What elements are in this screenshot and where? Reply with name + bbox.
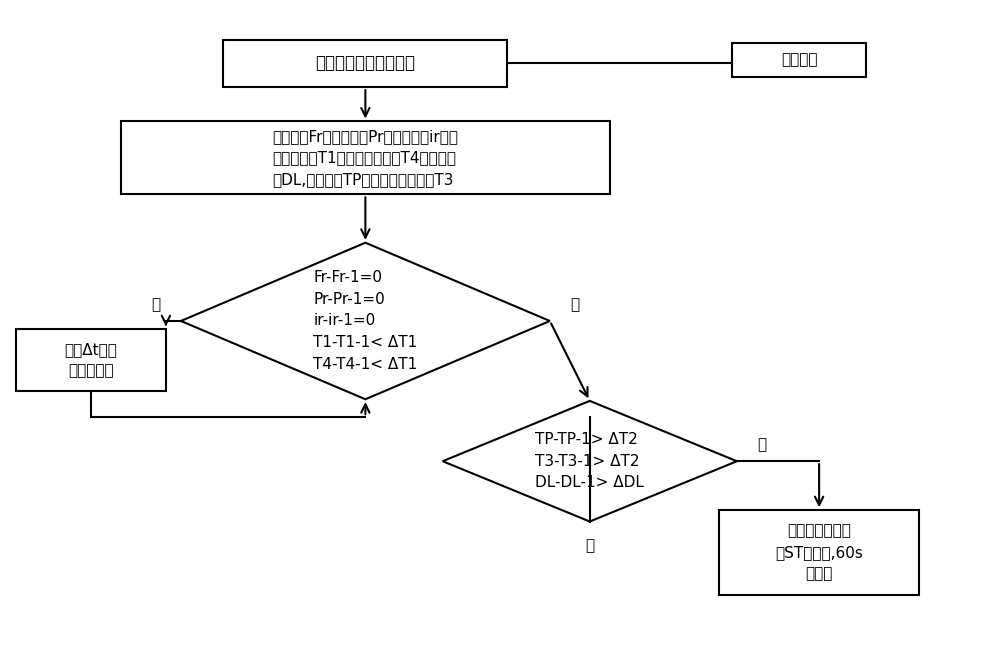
FancyBboxPatch shape xyxy=(121,121,610,195)
Text: 是: 是 xyxy=(757,438,766,453)
Polygon shape xyxy=(181,243,550,400)
Text: 检测空调处于运行状态: 检测空调处于运行状态 xyxy=(315,54,415,72)
Text: 发出蜂鸣声，显
示ST故障码,60s
后关机: 发出蜂鸣声，显 示ST故障码,60s 后关机 xyxy=(775,523,863,582)
Polygon shape xyxy=(443,401,737,521)
Text: Fr-Fr-1=0
Pr-Pr-1=0
ir-ir-1=0
T1-T1-1< ΔT1
T4-T4-1< ΔT1: Fr-Fr-1=0 Pr-Pr-1=0 ir-ir-1=0 T1-T1-1< Δ… xyxy=(313,271,418,371)
FancyBboxPatch shape xyxy=(223,39,507,87)
Text: 时间Δt后继
续进行判定: 时间Δt后继 续进行判定 xyxy=(65,342,118,379)
Text: 读取频率Fr，室外转速Pr，室内转速ir，室
内环境温度T1，室外环境温度T4，整机电
流DL,排气温度TP，冷凝器出口温度T3: 读取频率Fr，室外转速Pr，室内转速ir，室 内环境温度T1，室外环境温度T4，… xyxy=(272,129,458,187)
FancyBboxPatch shape xyxy=(16,329,166,391)
Text: 否: 否 xyxy=(151,297,161,312)
Text: TP-TP-1> ΔT2
T3-T3-1> ΔT2
DL-DL-1> ΔDL: TP-TP-1> ΔT2 T3-T3-1> ΔT2 DL-DL-1> ΔDL xyxy=(535,432,644,491)
Text: 否: 否 xyxy=(585,538,594,553)
FancyBboxPatch shape xyxy=(719,510,919,595)
Text: 是: 是 xyxy=(570,297,579,312)
FancyBboxPatch shape xyxy=(732,43,866,77)
Text: 默认模式: 默认模式 xyxy=(781,52,817,67)
